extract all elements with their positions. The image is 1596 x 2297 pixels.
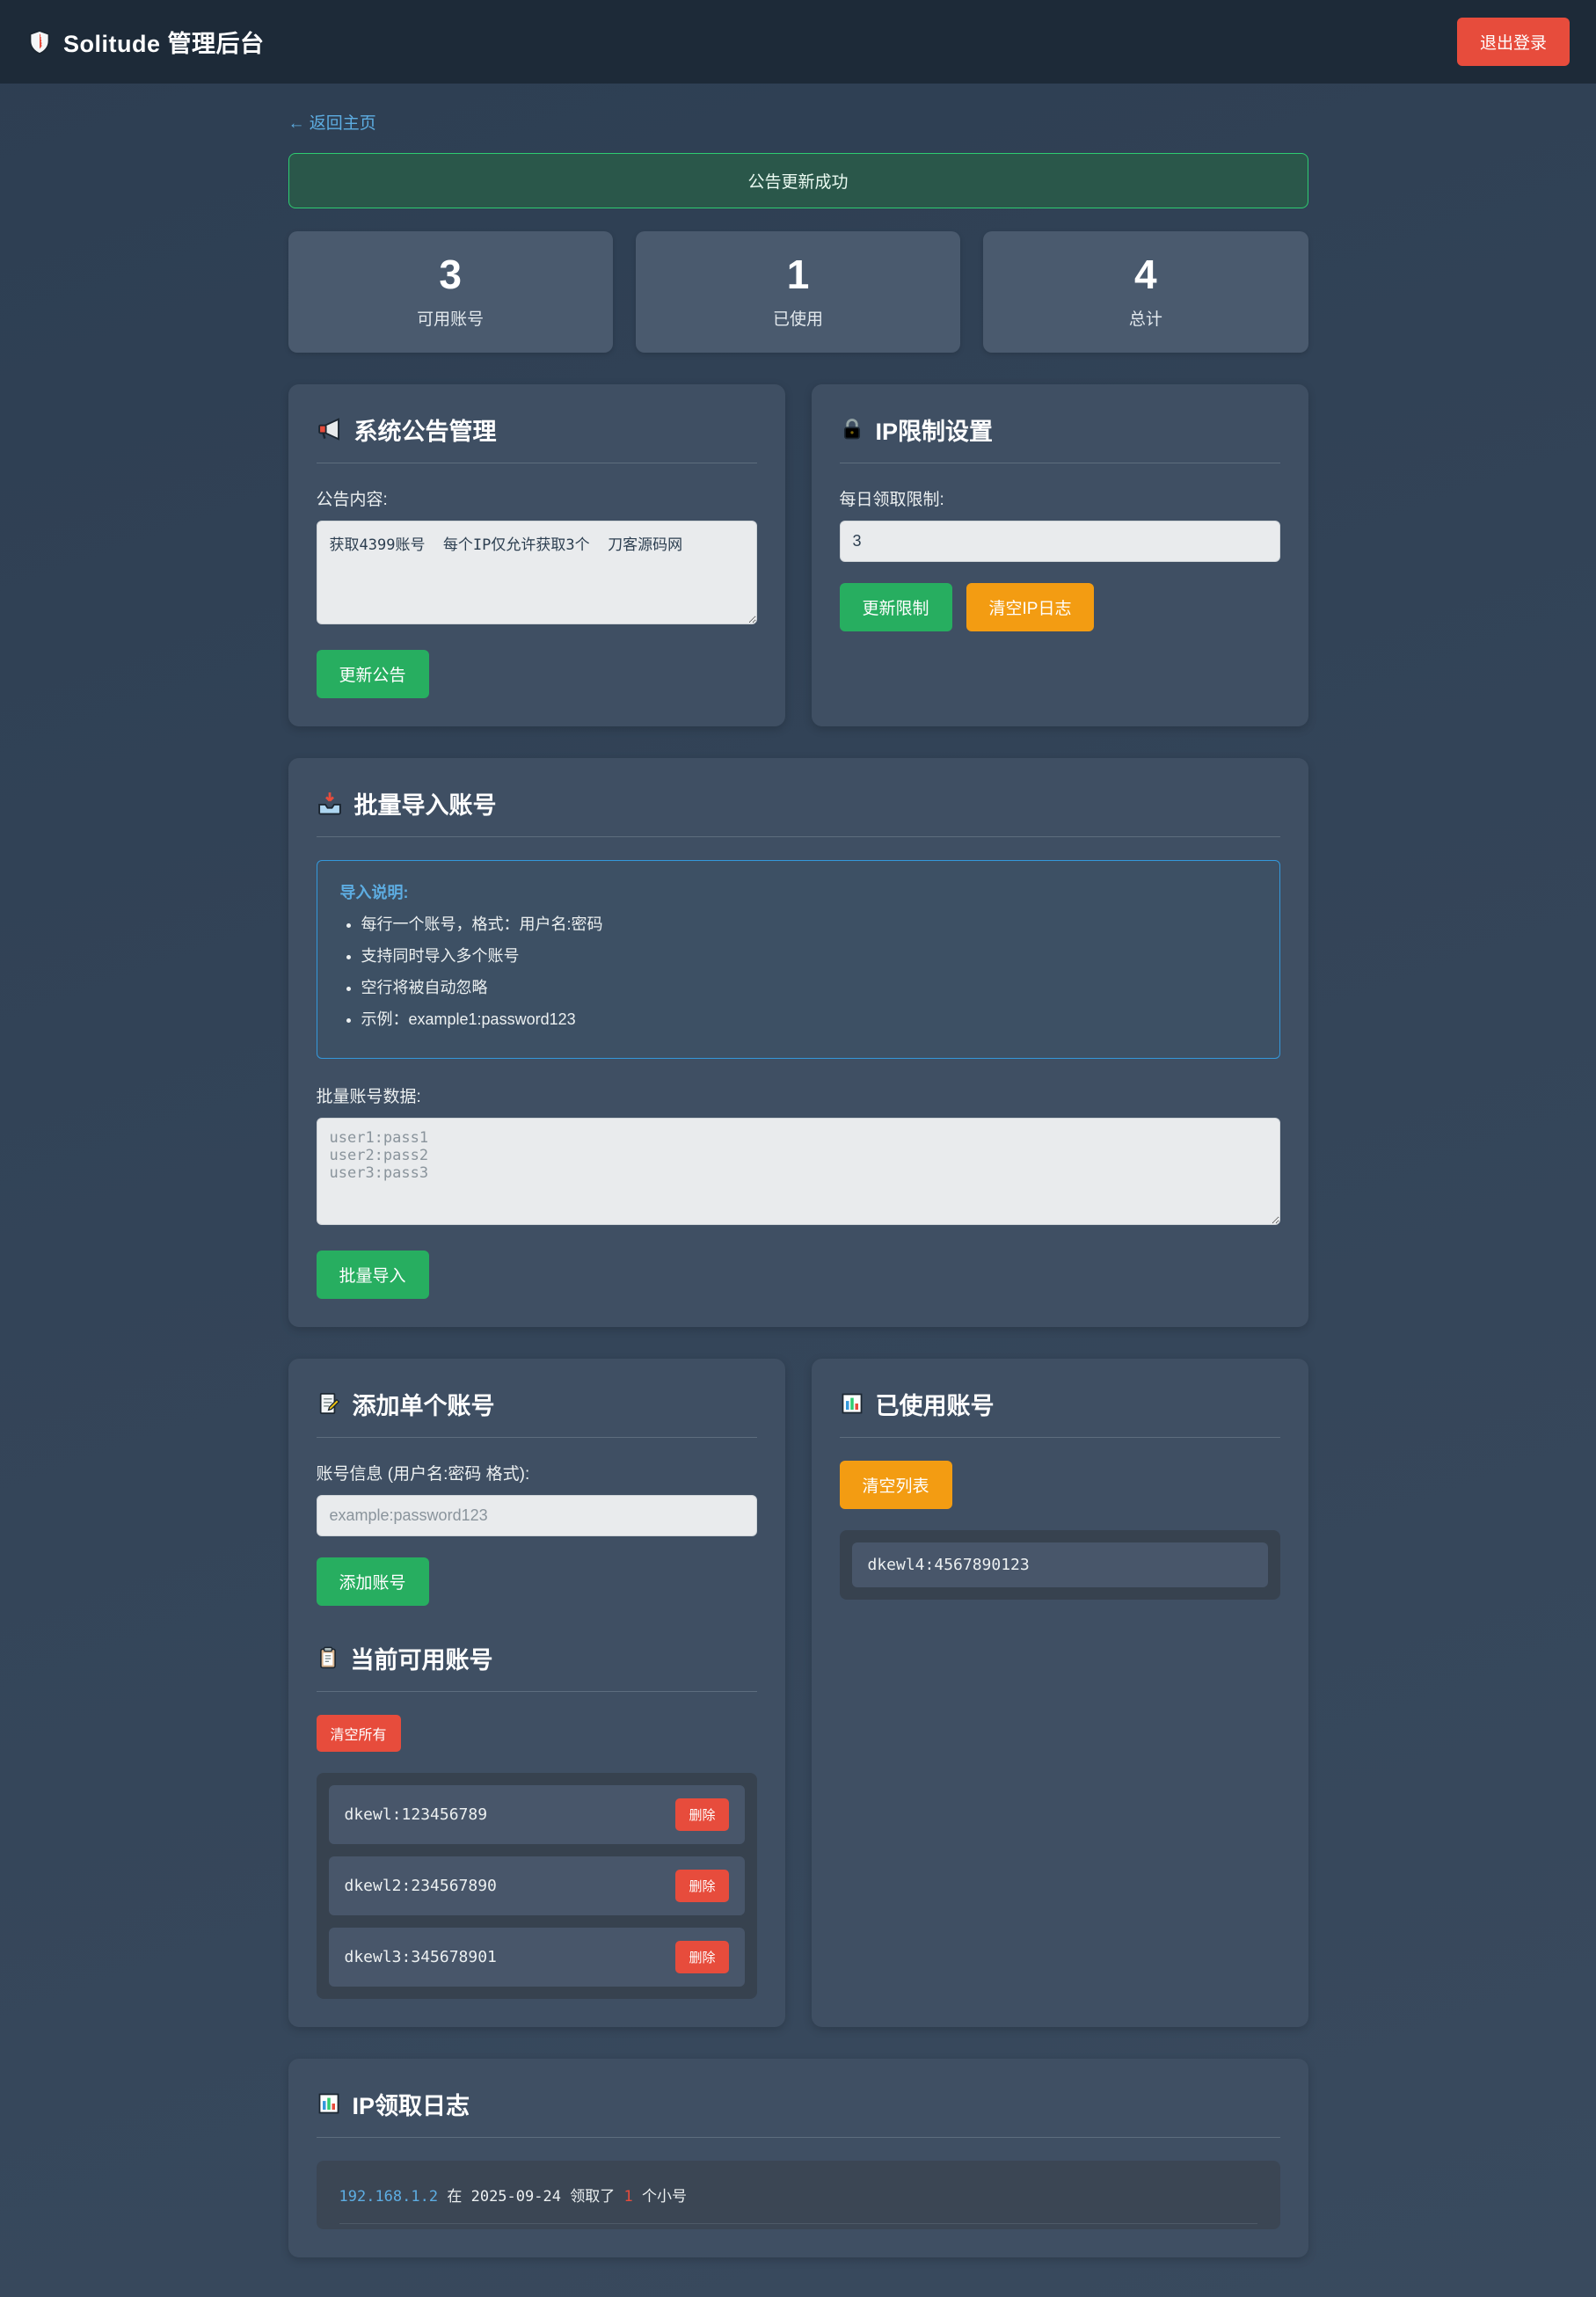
used-accounts-card: 已使用账号 清空列表 dkewl4:4567890123 [811, 1358, 1308, 2027]
announcement-content-label: 公告内容: [316, 490, 388, 509]
section-title: 系统公告管理 [353, 418, 497, 445]
ip-log-entry: 192.168.1.2 在 2025-09-24 领取了 1 个小号 [339, 2166, 1257, 2224]
section-title: 添加单个账号 [352, 1392, 495, 1419]
batch-import-card: 批量导入账号 导入说明: 每行一个账号，格式：用户名:密码 支持同时导入多个账号… [288, 757, 1308, 1327]
account-info-label: 账号信息 (用户名:密码 格式): [316, 1464, 530, 1484]
memo-icon [317, 1391, 341, 1416]
bar-chart-icon [840, 1391, 864, 1416]
instruction-item: 示例：example1:password123 [361, 1007, 1257, 1030]
bar-chart-icon [317, 2091, 341, 2116]
ip-limit-card-title: IP限制设置 [839, 412, 1280, 463]
clear-all-button[interactable]: 清空所有 [316, 1714, 401, 1752]
ip-log-card: IP领取日志 192.168.1.2 在 2025-09-24 领取了 1 个小… [288, 2058, 1308, 2257]
instruction-item: 每行一个账号，格式：用户名:密码 [361, 912, 1257, 935]
lock-icon [840, 417, 864, 441]
announcement-content-textarea[interactable]: 获取4399账号 每个IP仅允许获取3个 刀客源码网 [316, 520, 757, 624]
ip-log-card-title: IP领取日志 [316, 2087, 1280, 2138]
section-title: IP限制设置 [875, 418, 994, 445]
logout-button[interactable]: 退出登录 [1456, 18, 1570, 66]
section-title: 已使用账号 [875, 1392, 995, 1419]
used-accounts-card-title: 已使用账号 [839, 1387, 1280, 1438]
row-accounts: 添加单个账号 账号信息 (用户名:密码 格式): 添加账号 当前可用账号 清空所… [288, 1358, 1308, 2027]
ip-limit-buttons: 更新限制 清空IP日志 [839, 562, 1280, 631]
stat-label: 总计 [1128, 310, 1162, 329]
daily-limit-input[interactable] [839, 520, 1280, 562]
daily-limit-label: 每日领取限制: [839, 490, 944, 509]
account-row: dkewl4:4567890123 [851, 1542, 1268, 1587]
account-credentials: dkewl2:234567890 [344, 1876, 497, 1895]
main-container: ← 返回主页 公告更新成功 3 可用账号 1 已使用 4 总计 [288, 84, 1308, 2297]
account-info-input[interactable] [316, 1494, 757, 1536]
account-credentials: dkewl3:345678901 [344, 1947, 497, 1966]
batch-data-label: 批量账号数据: [316, 1087, 421, 1106]
batch-import-card-title: 批量导入账号 [316, 786, 1280, 837]
account-credentials: dkewl4:4567890123 [867, 1555, 1030, 1574]
log-text: 领取了 [570, 2187, 616, 2206]
stat-label: 已使用 [772, 310, 823, 329]
update-announcement-button[interactable]: 更新公告 [316, 649, 429, 698]
section-title: IP领取日志 [352, 2092, 470, 2119]
stat-card-total: 4 总计 [983, 231, 1308, 353]
brand: Solitude 管理后台 [26, 25, 265, 59]
stat-card-used: 1 已使用 [635, 231, 961, 353]
app-header: Solitude 管理后台 退出登录 [0, 0, 1596, 84]
instruction-item: 支持同时导入多个账号 [361, 944, 1257, 966]
delete-account-button[interactable]: 删除 [675, 1869, 729, 1902]
batch-import-button[interactable]: 批量导入 [316, 1250, 429, 1299]
section-title: 批量导入账号 [353, 791, 497, 819]
ip-log-list: 192.168.1.2 在 2025-09-24 领取了 1 个小号 [316, 2160, 1280, 2229]
megaphone-icon [317, 416, 343, 442]
page-title: Solitude 管理后台 [63, 31, 265, 57]
log-text: 个小号 [641, 2187, 687, 2206]
available-accounts-title: 当前可用账号 [316, 1641, 757, 1692]
shield-icon [26, 29, 53, 55]
batch-data-textarea[interactable] [316, 1117, 1280, 1225]
account-credentials: dkewl:123456789 [344, 1805, 488, 1824]
add-account-button[interactable]: 添加账号 [316, 1557, 429, 1606]
row-announcement-iplimit: 系统公告管理 公告内容: 获取4399账号 每个IP仅允许获取3个 刀客源码网 … [288, 383, 1308, 726]
back-home-link[interactable]: ← 返回主页 [288, 114, 376, 133]
success-alert: 公告更新成功 [288, 153, 1308, 208]
log-ip: 192.168.1.2 [339, 2187, 439, 2206]
add-account-card: 添加单个账号 账号信息 (用户名:密码 格式): 添加账号 当前可用账号 清空所… [288, 1358, 785, 2027]
delete-account-button[interactable]: 删除 [675, 1797, 729, 1831]
clear-ip-logs-button[interactable]: 清空IP日志 [966, 582, 1095, 631]
instruction-item: 空行将被自动忽略 [361, 975, 1257, 998]
import-instructions-list: 每行一个账号，格式：用户名:密码 支持同时导入多个账号 空行将被自动忽略 示例：… [340, 912, 1257, 1030]
account-row: dkewl:123456789 删除 [328, 1784, 745, 1844]
log-count: 1 [623, 2187, 633, 2206]
inbox-tray-icon [317, 790, 343, 816]
stat-card-available: 3 可用账号 [288, 231, 613, 353]
account-row: dkewl2:234567890 删除 [328, 1856, 745, 1915]
used-accounts-list: dkewl4:4567890123 [839, 1529, 1280, 1600]
stat-value: 4 [1134, 252, 1157, 297]
account-row: dkewl3:345678901 删除 [328, 1927, 745, 1987]
delete-account-button[interactable]: 删除 [675, 1940, 729, 1973]
log-date: 2025-09-24 [470, 2187, 561, 2206]
ip-limit-card: IP限制设置 每日领取限制: 更新限制 清空IP日志 [811, 383, 1308, 726]
available-accounts-list: dkewl:123456789 删除 dkewl2:234567890 删除 d… [316, 1772, 757, 1999]
clipboard-icon [317, 1646, 339, 1669]
update-limit-button[interactable]: 更新限制 [839, 582, 952, 631]
log-text: 在 [447, 2187, 463, 2206]
import-instructions-box: 导入说明: 每行一个账号，格式：用户名:密码 支持同时导入多个账号 空行将被自动… [316, 859, 1280, 1059]
clear-used-list-button[interactable]: 清空列表 [839, 1460, 952, 1509]
add-account-card-title: 添加单个账号 [316, 1387, 757, 1438]
import-instructions-title: 导入说明: [339, 883, 409, 901]
stat-label: 可用账号 [417, 310, 485, 329]
stat-value: 1 [786, 252, 810, 297]
stats-row: 3 可用账号 1 已使用 4 总计 [288, 231, 1308, 353]
stat-value: 3 [439, 252, 462, 297]
announcement-card: 系统公告管理 公告内容: 获取4399账号 每个IP仅允许获取3个 刀客源码网 … [288, 383, 785, 726]
section-title: 当前可用账号 [350, 1646, 493, 1674]
announcement-card-title: 系统公告管理 [316, 412, 757, 463]
